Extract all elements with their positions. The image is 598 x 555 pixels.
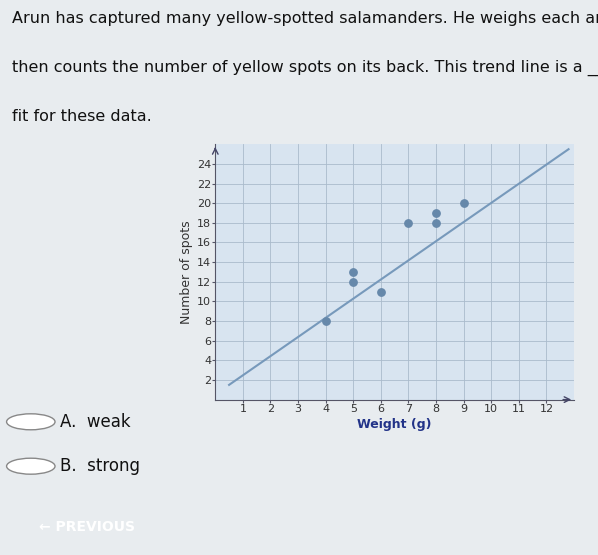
Point [431,209,441,218]
Circle shape [7,414,55,430]
Point [431,219,441,228]
Point [376,287,386,296]
Text: Arun has captured many yellow-spotted salamanders. He weighs each and: Arun has captured many yellow-spotted sa… [12,11,598,26]
Text: B.  strong: B. strong [60,457,141,475]
Circle shape [7,458,55,474]
Point [459,199,468,208]
Point [404,219,413,228]
Point [349,278,358,286]
Point [349,268,358,276]
Y-axis label: Number of spots: Number of spots [179,220,193,324]
Text: then counts the number of yellow spots on its back. This trend line is a ____: then counts the number of yellow spots o… [12,60,598,76]
Text: A.  weak: A. weak [60,413,131,431]
X-axis label: Weight (g): Weight (g) [358,418,432,431]
Point [321,316,331,325]
Text: ← PREVIOUS: ← PREVIOUS [39,520,135,534]
Text: fit for these data.: fit for these data. [12,109,152,124]
